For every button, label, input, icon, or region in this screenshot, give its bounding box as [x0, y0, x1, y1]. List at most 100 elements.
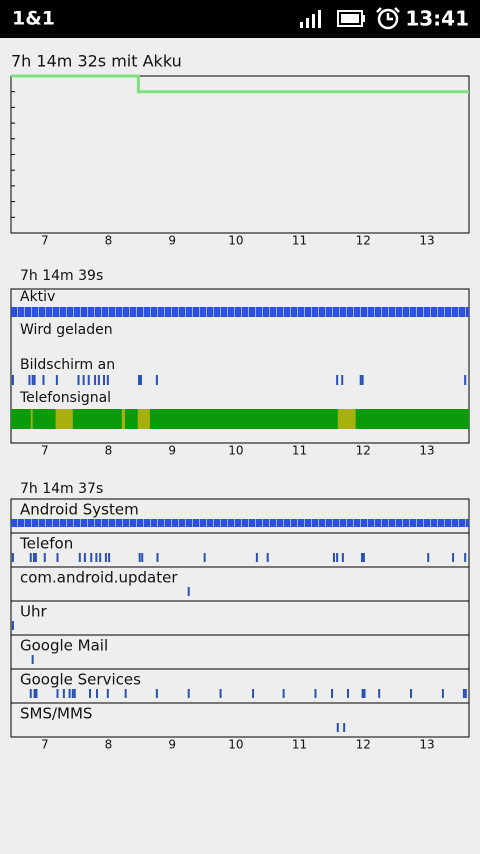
- event: [94, 375, 97, 385]
- carrier: 1&1: [12, 8, 55, 30]
- x-tick-label: 9: [168, 444, 176, 458]
- x-tick-label: 9: [168, 738, 176, 752]
- event: [90, 553, 93, 562]
- x-tick-label: 7: [41, 444, 49, 458]
- row-label: SMS/MMS: [20, 705, 92, 723]
- event: [28, 375, 31, 385]
- battery-line: [11, 74, 469, 94]
- event: [464, 375, 467, 385]
- event: [82, 375, 85, 385]
- event: [141, 553, 144, 562]
- x-tick-label: 10: [228, 738, 243, 752]
- event: [77, 375, 80, 385]
- x-tick-label: 9: [168, 234, 176, 248]
- event: [156, 553, 159, 562]
- event: [139, 375, 142, 385]
- event: [187, 689, 190, 698]
- event: [252, 689, 255, 698]
- event: [11, 621, 14, 630]
- system-frame: [10, 288, 470, 444]
- event: [332, 553, 335, 562]
- x-tick-label: 10: [228, 444, 243, 458]
- event: [95, 553, 98, 562]
- event: [203, 553, 206, 562]
- event: [106, 689, 109, 698]
- weak-signal: [137, 409, 150, 429]
- event: [56, 689, 59, 698]
- state-gaps: [11, 519, 469, 527]
- row-label: Android System: [20, 501, 139, 519]
- event: [33, 689, 36, 698]
- event: [282, 689, 285, 698]
- event: [219, 689, 222, 698]
- event: [361, 689, 364, 698]
- event: [427, 553, 430, 562]
- event: [331, 689, 334, 698]
- event: [361, 375, 364, 385]
- event: [138, 375, 141, 385]
- row-label: Google Services: [20, 671, 141, 689]
- event: [343, 723, 346, 732]
- weak-signal: [121, 409, 126, 429]
- x-tick-label: 12: [356, 738, 371, 752]
- event: [83, 553, 86, 562]
- event: [108, 553, 111, 562]
- event: [11, 375, 14, 385]
- event: [73, 689, 76, 698]
- event: [410, 689, 413, 698]
- clock: 13:41: [405, 7, 469, 31]
- x-tick-label: 12: [356, 444, 371, 458]
- event: [78, 553, 81, 562]
- event: [359, 375, 362, 385]
- event: [155, 375, 158, 385]
- x-tick-label: 8: [105, 234, 113, 248]
- event: [346, 689, 349, 698]
- battery-title: 7h 14m 32s mit Akku: [11, 52, 182, 71]
- event: [106, 375, 109, 385]
- event: [29, 689, 32, 698]
- event: [341, 553, 344, 562]
- x-tick-label: 7: [41, 234, 49, 248]
- event: [103, 375, 106, 385]
- event: [87, 375, 90, 385]
- event: [43, 553, 46, 562]
- event: [363, 689, 366, 698]
- event: [62, 689, 65, 698]
- row-label: Telefon: [19, 535, 73, 553]
- apps-title: 7h 14m 37s: [20, 481, 103, 497]
- system-title: 7h 14m 39s: [20, 268, 103, 284]
- event: [464, 553, 467, 562]
- event: [31, 375, 34, 385]
- weak-signal: [337, 409, 356, 429]
- event: [11, 553, 14, 562]
- event: [187, 587, 190, 596]
- weak-signal: [55, 409, 73, 429]
- state-gaps: [11, 307, 469, 317]
- row-label: Aktiv: [20, 289, 55, 305]
- event: [55, 375, 58, 385]
- x-tick-label: 13: [419, 234, 434, 248]
- x-tick-label: 12: [356, 234, 371, 248]
- event: [33, 375, 36, 385]
- alarm-icon: [376, 7, 400, 30]
- event: [138, 553, 141, 562]
- event: [88, 689, 91, 698]
- event: [462, 689, 465, 698]
- event: [362, 553, 365, 562]
- row-label: Wird geladen: [20, 322, 113, 338]
- event: [68, 689, 71, 698]
- event: [155, 689, 158, 698]
- battery-icon: [337, 10, 365, 27]
- event: [31, 655, 34, 664]
- signal-icon: [300, 10, 321, 28]
- event: [56, 553, 59, 562]
- event: [336, 723, 339, 732]
- event: [341, 375, 344, 385]
- event: [464, 689, 467, 698]
- x-tick-label: 11: [292, 444, 307, 458]
- event: [99, 553, 102, 562]
- event: [378, 689, 381, 698]
- row-label: Telefonsignal: [19, 390, 111, 406]
- event: [104, 553, 107, 562]
- x-tick-label: 10: [228, 234, 243, 248]
